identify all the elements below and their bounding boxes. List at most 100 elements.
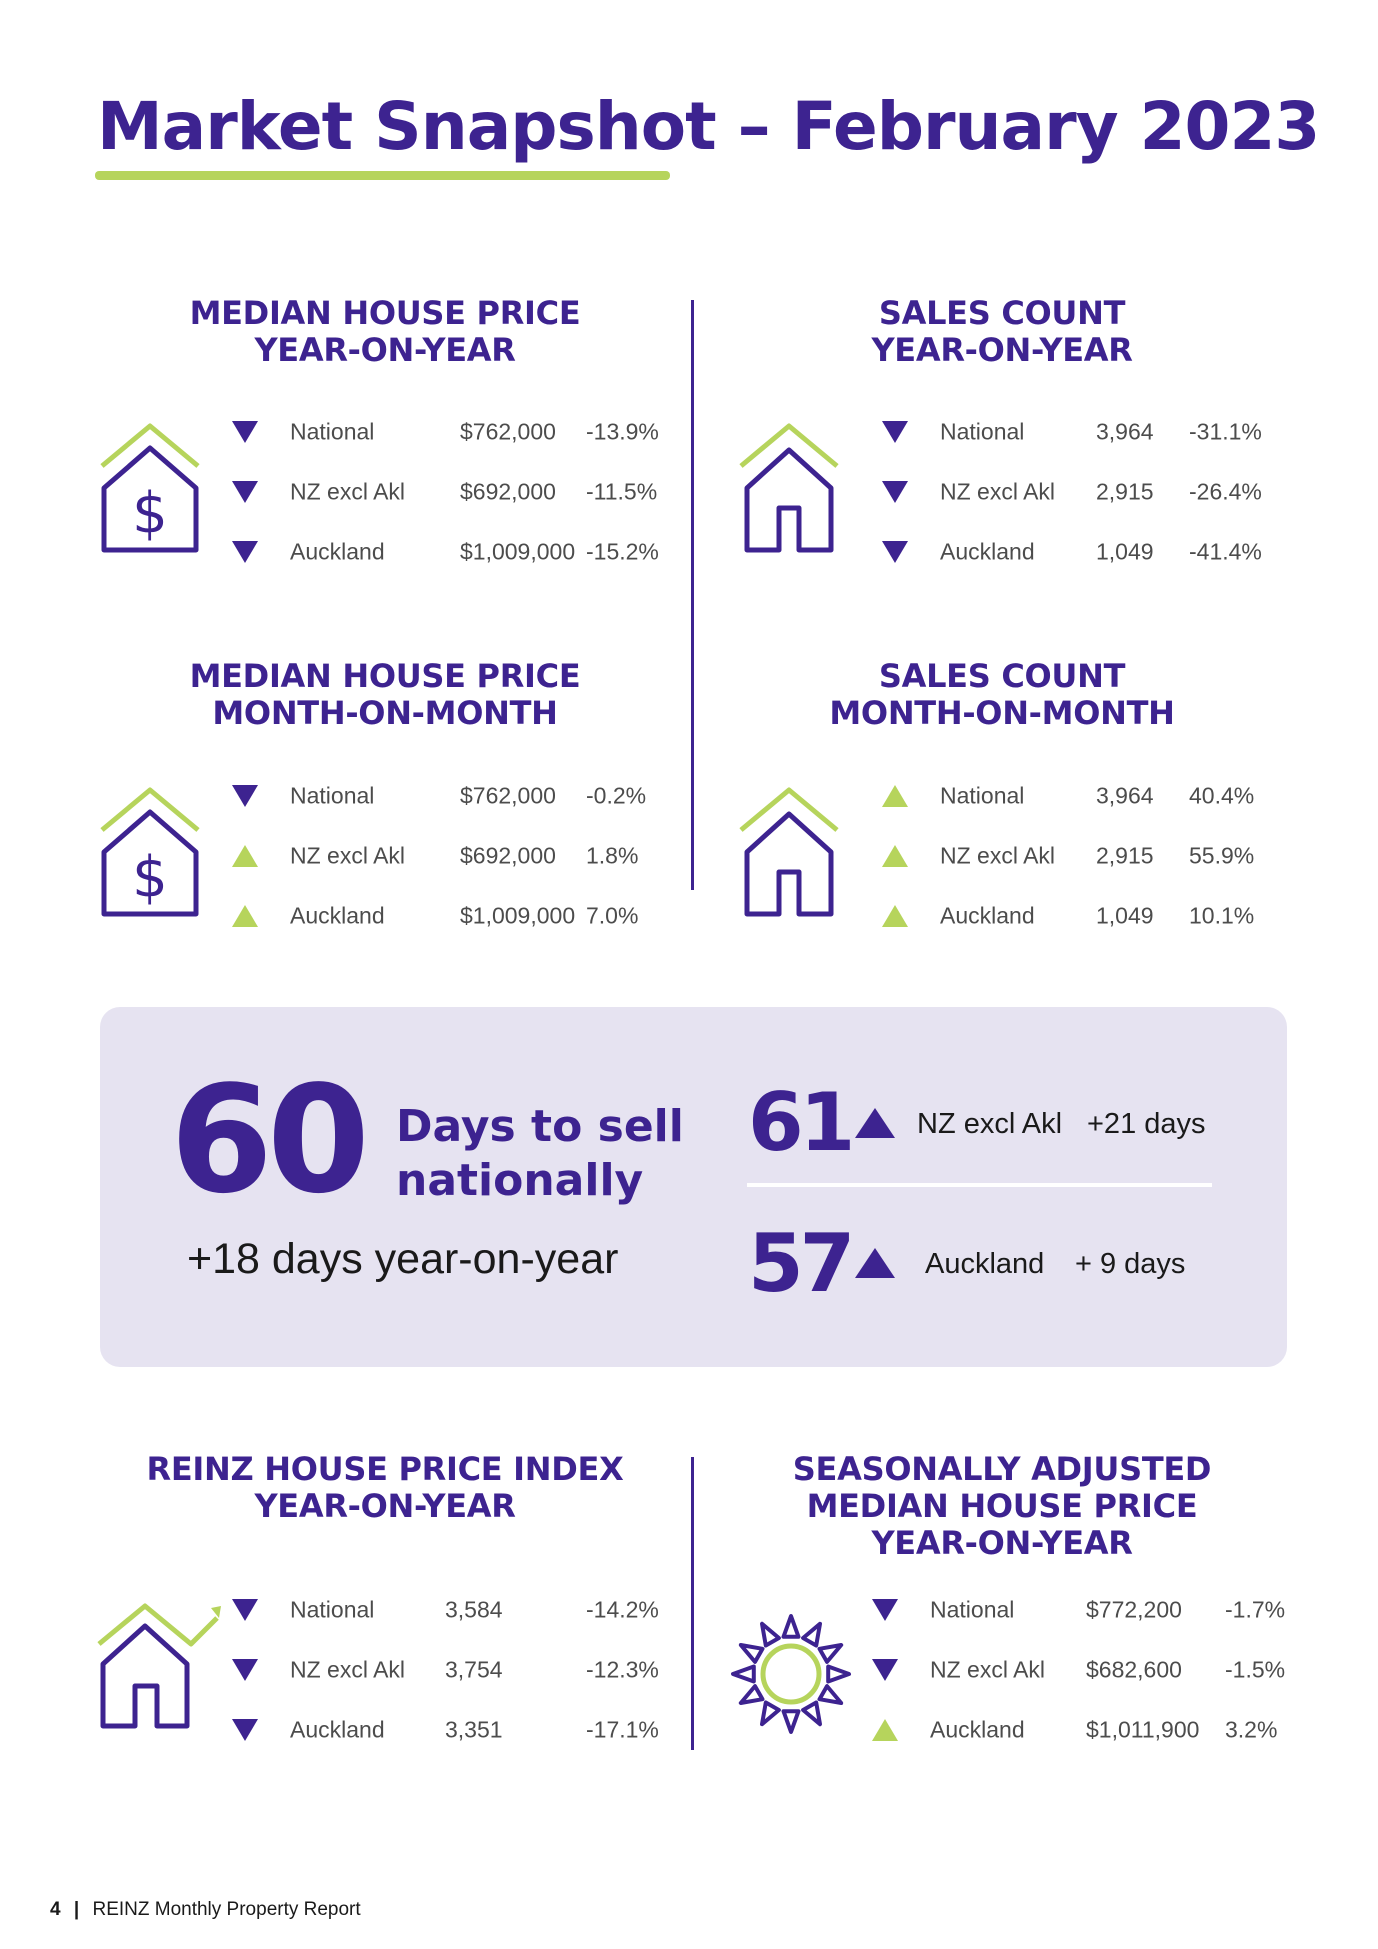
down-arrow-icon: [872, 1599, 898, 1623]
down-arrow-icon: [232, 1599, 258, 1623]
row-value: $762,000: [460, 418, 556, 445]
row-change: 7.0%: [586, 902, 639, 929]
row-label: NZ excl Akl: [290, 478, 406, 505]
row-label: Auckland: [940, 538, 1035, 565]
down-arrow-icon: [232, 785, 258, 809]
down-arrow-icon: [882, 541, 908, 565]
table-row: National $772,200 -1.7%: [0, 1590, 1378, 1630]
row-label: Auckland: [290, 902, 385, 929]
row-value: 3,351: [445, 1716, 503, 1743]
panel-title: MEDIAN HOUSE PRICE MONTH-ON-MONTH: [189, 657, 581, 732]
row-label: National: [290, 418, 375, 445]
row-value: $1,011,900: [1086, 1716, 1200, 1743]
row-label: Auckland: [930, 1716, 1025, 1743]
row-change: -1.7%: [1225, 1596, 1286, 1623]
row-label: NZ excl Akl: [290, 1656, 406, 1683]
row-label: NZ excl Akl: [940, 478, 1056, 505]
row-change: -14.2%: [586, 1596, 659, 1623]
sun-icon: [727, 1610, 855, 1743]
row-change: -13.9%: [586, 418, 659, 445]
page-number: 4: [50, 1899, 61, 1920]
panel-seasonal-adjusted: SEASONALLY ADJUSTED MEDIAN HOUSE PRICE Y…: [722, 1451, 1282, 1562]
table-row: NZ excl Akl $692,000 -11.5%: [0, 472, 1378, 512]
up-arrow-icon: [855, 1248, 895, 1283]
row-value: $762,000: [460, 782, 556, 809]
title-underline: [95, 171, 670, 180]
table-row: Auckland $1,011,900 3.2%: [0, 1710, 1378, 1750]
row-change: 1.8%: [586, 842, 639, 869]
row-change: -12.3%: [586, 1656, 659, 1683]
table-row: National 3,964 40.4%: [0, 776, 1378, 816]
row-change: -15.2%: [586, 538, 659, 565]
row-value: 1,049: [1096, 902, 1154, 929]
house-icon: [737, 786, 841, 923]
row-label: Auckland: [290, 1716, 385, 1743]
page-footer: 4 | REINZ Monthly Property Report: [50, 1899, 361, 1921]
row-label: National: [290, 1596, 375, 1623]
row-label: National: [930, 1596, 1015, 1623]
table-row: NZ excl Akl $682,600 -1.5%: [0, 1650, 1378, 1690]
row-change: -31.1%: [1189, 418, 1262, 445]
row-label: National: [940, 418, 1025, 445]
up-arrow-icon: [872, 1719, 898, 1743]
national-days-number: 60: [170, 1054, 370, 1226]
divider-bottom: [691, 1457, 694, 1750]
row-value: $692,000: [460, 478, 556, 505]
table-row: National 3,964 -31.1%: [0, 412, 1378, 452]
region-days-change: + 9 days: [1075, 1248, 1186, 1280]
down-arrow-icon: [882, 421, 908, 445]
panel-median-price-mom: MEDIAN HOUSE PRICE MONTH-ON-MONTH: [105, 658, 665, 732]
table-row: Auckland $1,009,000 7.0%: [0, 896, 1378, 936]
page-title: Market Snapshot – February 2023: [97, 88, 1320, 165]
row-change: -17.1%: [586, 1716, 659, 1743]
region-days-number: 61: [748, 1076, 855, 1169]
house-dollar-icon: $: [98, 786, 202, 923]
panel-title: SALES COUNT YEAR-ON-YEAR: [871, 294, 1133, 369]
table-row: National 3,584 -14.2%: [0, 1590, 1378, 1630]
row-label: NZ excl Akl: [930, 1656, 1046, 1683]
row-value: $682,600: [1086, 1656, 1182, 1683]
row-value: $1,009,000: [460, 538, 576, 565]
up-arrow-icon: [882, 785, 908, 809]
row-change: -0.2%: [586, 782, 647, 809]
row-change: -26.4%: [1189, 478, 1262, 505]
region-days-change: +21 days: [1087, 1108, 1206, 1140]
panel-sales-count-yoy: SALES COUNT YEAR-ON-YEAR: [722, 295, 1282, 369]
table-row: NZ excl Akl 3,754 -12.3%: [0, 1650, 1378, 1690]
panel-title: MEDIAN HOUSE PRICE YEAR-ON-YEAR: [189, 294, 581, 369]
down-arrow-icon: [232, 1659, 258, 1683]
region-label: Auckland: [925, 1248, 1045, 1280]
row-value: 3,584: [445, 1596, 503, 1623]
table-row: NZ excl Akl $692,000 1.8%: [0, 836, 1378, 876]
row-value: $1,009,000: [460, 902, 576, 929]
table-row: NZ excl Akl 2,915 -26.4%: [0, 472, 1378, 512]
down-arrow-icon: [232, 1719, 258, 1743]
row-label: NZ excl Akl: [290, 842, 406, 869]
row-value: $772,200: [1086, 1596, 1182, 1623]
divider-top: [691, 300, 694, 890]
panel-hpi-yoy: REINZ HOUSE PRICE INDEX YEAR-ON-YEAR: [105, 1451, 665, 1525]
days-to-sell-panel: [100, 1007, 1287, 1367]
table-row: NZ excl Akl 2,915 55.9%: [0, 836, 1378, 876]
row-change: 3.2%: [1225, 1716, 1278, 1743]
row-value: 2,915: [1096, 842, 1154, 869]
report-name: REINZ Monthly Property Report: [92, 1899, 361, 1920]
row-value: 1,049: [1096, 538, 1154, 565]
table-row: Auckland 3,351 -17.1%: [0, 1710, 1378, 1750]
table-row: Auckland 1,049 -41.4%: [0, 532, 1378, 572]
row-label: Auckland: [940, 902, 1035, 929]
region-divider: [747, 1183, 1212, 1187]
table-row: Auckland 1,049 10.1%: [0, 896, 1378, 936]
row-value: 3,964: [1096, 418, 1154, 445]
svg-text:$: $: [132, 481, 168, 546]
row-change: 40.4%: [1189, 782, 1255, 809]
up-arrow-icon: [882, 905, 908, 929]
panel-title: SALES COUNT MONTH-ON-MONTH: [829, 657, 1175, 732]
down-arrow-icon: [232, 481, 258, 505]
panel-sales-count-mom: SALES COUNT MONTH-ON-MONTH: [722, 658, 1282, 732]
row-value: 2,915: [1096, 478, 1154, 505]
row-label: Auckland: [290, 538, 385, 565]
row-label: National: [940, 782, 1025, 809]
row-value: 3,964: [1096, 782, 1154, 809]
region-days-number: 57: [748, 1217, 855, 1310]
